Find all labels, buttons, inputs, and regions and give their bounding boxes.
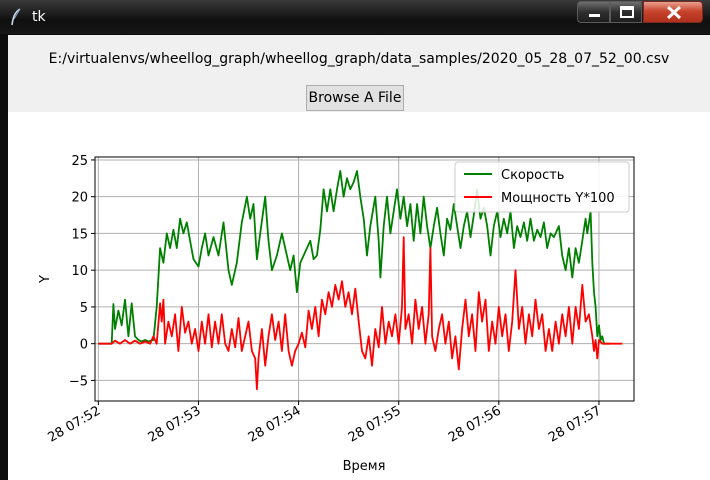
window-title: tk	[32, 9, 46, 25]
file-panel: E:/virtualenvs/wheellog_graph/wheellog_g…	[8, 35, 710, 112]
y-tick-label: −5	[69, 374, 88, 389]
chart-series	[98, 170, 623, 391]
x-tick-label: 28 07:55	[346, 403, 404, 445]
y-tick-label: 25	[71, 154, 88, 169]
x-axis: 28 07:52 28 07:53 28 07:54 28 07:55 28 07:56…	[45, 401, 604, 446]
plot-frame	[94, 156, 635, 402]
minimize-button[interactable]	[577, 1, 610, 23]
y-tick-label: 15	[71, 227, 88, 242]
feather-icon	[11, 8, 21, 26]
legend-label-speed: Скорость	[501, 168, 564, 183]
x-tick-label: 28 07:57	[546, 403, 604, 445]
x-tick-label: 28 07:53	[146, 403, 204, 445]
y-tick-label: 0	[80, 338, 88, 353]
chart-legend: Скорость Мощность Y*100	[454, 161, 630, 213]
y-tick-label: 10	[71, 264, 88, 279]
power-series-line	[98, 236, 623, 391]
file-path-label: E:/virtualenvs/wheellog_graph/wheellog_g…	[48, 51, 670, 67]
maximize-button[interactable]	[610, 1, 642, 23]
speed-series-line	[98, 170, 611, 345]
y-tick-label: 5	[80, 301, 88, 316]
minimize-icon	[589, 14, 600, 17]
legend-label-power: Мощность Y*100	[501, 191, 615, 206]
y-axis-label: Y	[38, 275, 53, 284]
maximize-icon	[620, 6, 634, 18]
y-axis: 25 20 15 10 5 0 −5	[69, 154, 95, 389]
x-tick-label: 28 07:54	[246, 403, 304, 445]
browse-file-button[interactable]: Browse A File	[306, 85, 404, 111]
y-tick-label: 20	[71, 191, 88, 206]
x-axis-label: Время	[343, 459, 386, 474]
close-icon	[666, 5, 682, 20]
x-tick-label: 28 07:52	[45, 403, 103, 445]
title-bar[interactable]: tk	[0, 0, 710, 34]
x-tick-label: 28 07:56	[446, 403, 504, 445]
client-area: E:/virtualenvs/wheellog_graph/wheellog_g…	[8, 35, 710, 480]
legend-box	[454, 161, 630, 213]
close-button[interactable]	[643, 1, 703, 23]
